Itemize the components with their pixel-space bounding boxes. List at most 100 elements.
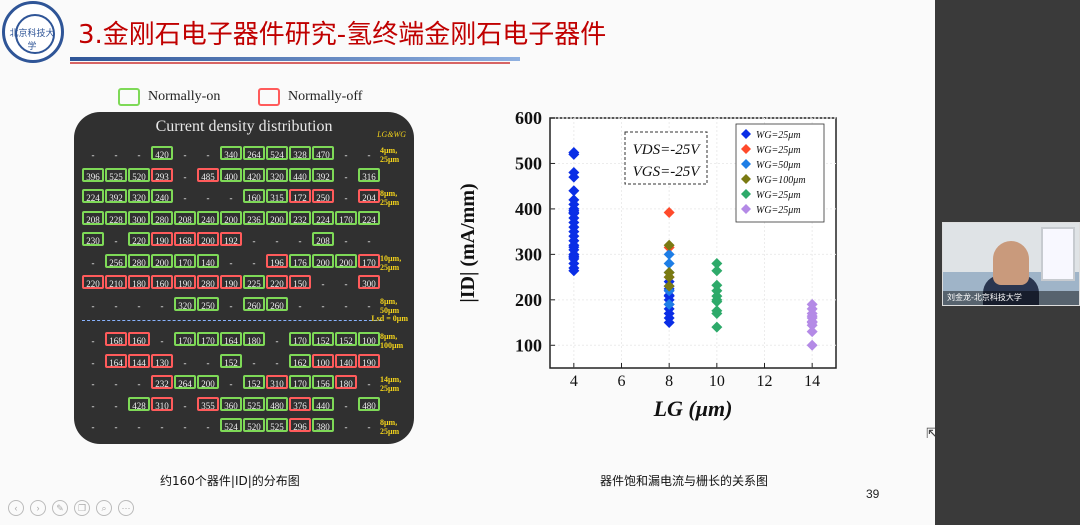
next-icon[interactable]: › [30,500,46,516]
heatmap-cell: - [275,336,279,346]
heatmap-cell: 130 [151,353,173,368]
heatmap-cell: 170 [289,375,311,389]
data-point [663,207,675,219]
heatmap-cell: 224 [358,210,380,225]
presentation-slide: 北京科技大学 3.金刚石电子器件研究-氢终端金刚石电子器件 Normally-o… [0,0,935,525]
heatmap-cell: 240 [151,189,173,203]
heatmap-cell: - [229,193,233,203]
heatmap-cell: 176 [289,253,311,268]
heatmap-cell: 200 [266,210,288,225]
heatmap-cell: 480 [266,396,288,411]
copy-icon[interactable]: ❐ [74,500,90,516]
legend-entry: WG=25μm [756,145,801,156]
heatmap-cell: 280 [197,275,219,289]
heatmap-cell: 200 [197,375,219,389]
heatmap-cell: 250 [197,296,219,311]
page-number: 39 [866,487,880,501]
heatmap-cell: 160 [128,332,150,346]
more-icon[interactable]: ⋯ [118,500,134,516]
legend-normally-on: Normally-on [118,88,220,106]
heatmap-cell: 260 [266,296,288,311]
prev-icon[interactable]: ‹ [8,500,24,516]
heatmap-cell: - [183,193,187,203]
speaker-name: 刘金龙-北京科技大学 [943,291,1079,305]
heatmap-cell: - [367,422,371,432]
heatmap-cell: - [206,150,210,160]
heatmap-cell: 232 [289,210,311,225]
lg-wg-label: LG&WG [377,130,406,139]
legend-marker [741,174,751,184]
heatmap-cell: 260 [243,296,265,311]
id-vs-lg-scatter-chart: 4 6 8 10 12 14 100 200 300 400 500 600 LG (μm) |ID| (… [457,108,837,421]
heatmap-cell: 316 [358,167,380,182]
speaker-video-tile[interactable]: 刘金龙-北京科技大学 [942,222,1080,306]
heatmap-cell: - [275,236,279,246]
heatmap-cell: 392 [312,167,334,182]
x-tick-label: 14 [804,373,820,390]
heatmap-cell: 170 [174,253,196,268]
heatmap-cell: 264 [174,375,196,389]
heatmap-cell: 525 [266,418,288,432]
heatmap-cell: - [114,379,118,389]
heatmap-cell: 210 [105,275,127,289]
heatmap-cell: - [275,357,279,368]
heatmap-cell: 152 [335,332,357,346]
heatmap-row-label: 8μm, 100μm [380,332,404,350]
heatmap-cell: 310 [266,375,288,389]
x-tick-label: 4 [570,373,578,390]
heatmap-cell: - [229,379,233,389]
heatmap-row-label: 8μm, 50μm [380,296,400,315]
y-tick-label: 200 [515,290,542,310]
data-point [663,280,675,292]
heatmap-cell: 360 [220,396,242,411]
heatmap-cell: - [344,150,348,160]
heatmap-cell: - [114,400,118,411]
heatmap-cell: - [91,336,95,346]
heatmap-cell: - [321,300,325,311]
heatmap-cell: - [114,422,118,432]
legend-off-label: Normally-off [288,89,363,104]
data-point [568,148,580,160]
heatmap-cell: - [367,236,371,246]
heatmap-cell: 168 [174,232,196,246]
heatmap-cell: 224 [312,210,334,225]
data-point [806,319,818,331]
data-point [663,298,675,310]
heatmap-cell: 240 [197,210,219,225]
heatmap-cell: - [114,300,118,311]
heatmap-cell: 180 [335,375,357,389]
lsd-separator [82,320,382,321]
heatmap-cell: - [344,171,348,182]
heatmap-cell: 200 [220,210,242,225]
heatmap-cell: 293 [151,167,173,182]
bias-annotation-box [624,131,708,185]
heatmap-cell: - [183,400,187,411]
legend-on-swatch [118,88,140,106]
heatmap-cell: 392 [105,189,127,203]
legend-entry: WG=100μm [756,175,806,186]
heatmap-cell: - [160,300,164,311]
heatmap-title: Current density distribution [155,118,333,135]
heatmap-cell: 220 [266,275,288,289]
heatmap-cell: - [252,236,256,246]
heatmap-cell: 196 [266,253,288,268]
heatmap-cell: - [344,193,348,203]
heatmap-cell: - [206,193,210,203]
heatmap-cell: - [321,279,325,289]
zoom-icon[interactable]: ⌕ [96,500,112,516]
heatmap-cell: - [91,357,95,368]
heatmap-cell: - [367,300,371,311]
heatmap-cell: - [114,150,118,160]
pen-icon[interactable]: ✎ [52,500,68,516]
data-point [663,317,675,329]
heatmap-cell: 525 [105,167,127,182]
heatmap-cell: - [344,422,348,432]
heatmap-cell: 180 [128,275,150,289]
data-point [568,185,580,197]
data-point [663,257,675,269]
heatmap-cell: 256 [105,253,127,268]
data-point [711,296,723,308]
data-point [806,339,818,351]
heatmap-cell: 296 [289,418,311,432]
heatmap-cell: 190 [358,353,380,368]
